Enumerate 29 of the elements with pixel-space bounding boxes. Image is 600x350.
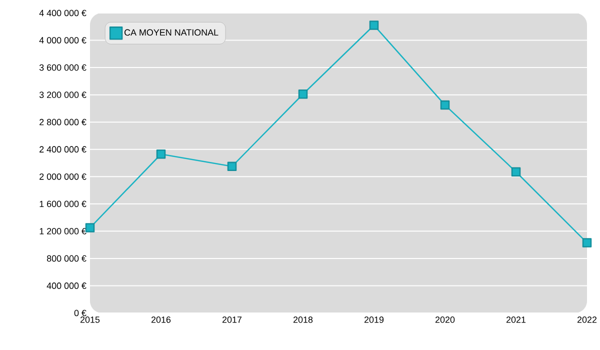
x-tick-label: 2015 xyxy=(80,316,100,323)
x-tick-label: 2021 xyxy=(506,316,526,323)
y-tick-label: 1 200 000 € xyxy=(40,228,86,234)
x-tick-label: 2016 xyxy=(151,316,171,323)
point xyxy=(511,167,521,176)
point xyxy=(85,223,95,232)
x-tick-label: 2018 xyxy=(293,316,313,323)
y-tick-label: 800 000 € xyxy=(46,255,86,262)
point xyxy=(440,100,450,110)
x-tick-label: 2017 xyxy=(222,316,242,323)
y-tick-label: 2 400 000 € xyxy=(40,146,86,153)
point xyxy=(298,90,308,99)
y-tick-label: 1 600 000 € xyxy=(40,200,86,208)
y-tick-label: 0 € xyxy=(74,310,86,316)
point xyxy=(582,238,592,248)
y-tick-label: 4 000 000 € xyxy=(39,37,86,44)
y-tick-label: 3 200 000 € xyxy=(39,92,86,98)
y-tick-label: 4 400 000 € xyxy=(39,10,86,16)
x-tick-label: 2022 xyxy=(577,316,597,323)
point xyxy=(369,20,379,30)
legend-label: CA MOYEN NATIONAL xyxy=(124,29,218,36)
y-tick-label: 2 800 000 € xyxy=(40,118,86,126)
x-tick-label: 2019 xyxy=(364,316,384,323)
point xyxy=(156,150,166,159)
y-tick-label: 2 000 000 € xyxy=(40,173,86,180)
y-tick-label: 400 000 € xyxy=(46,282,86,289)
point xyxy=(227,162,237,172)
y-tick-label: 3 600 000 € xyxy=(39,64,86,71)
x-tick-label: 2020 xyxy=(435,316,455,323)
